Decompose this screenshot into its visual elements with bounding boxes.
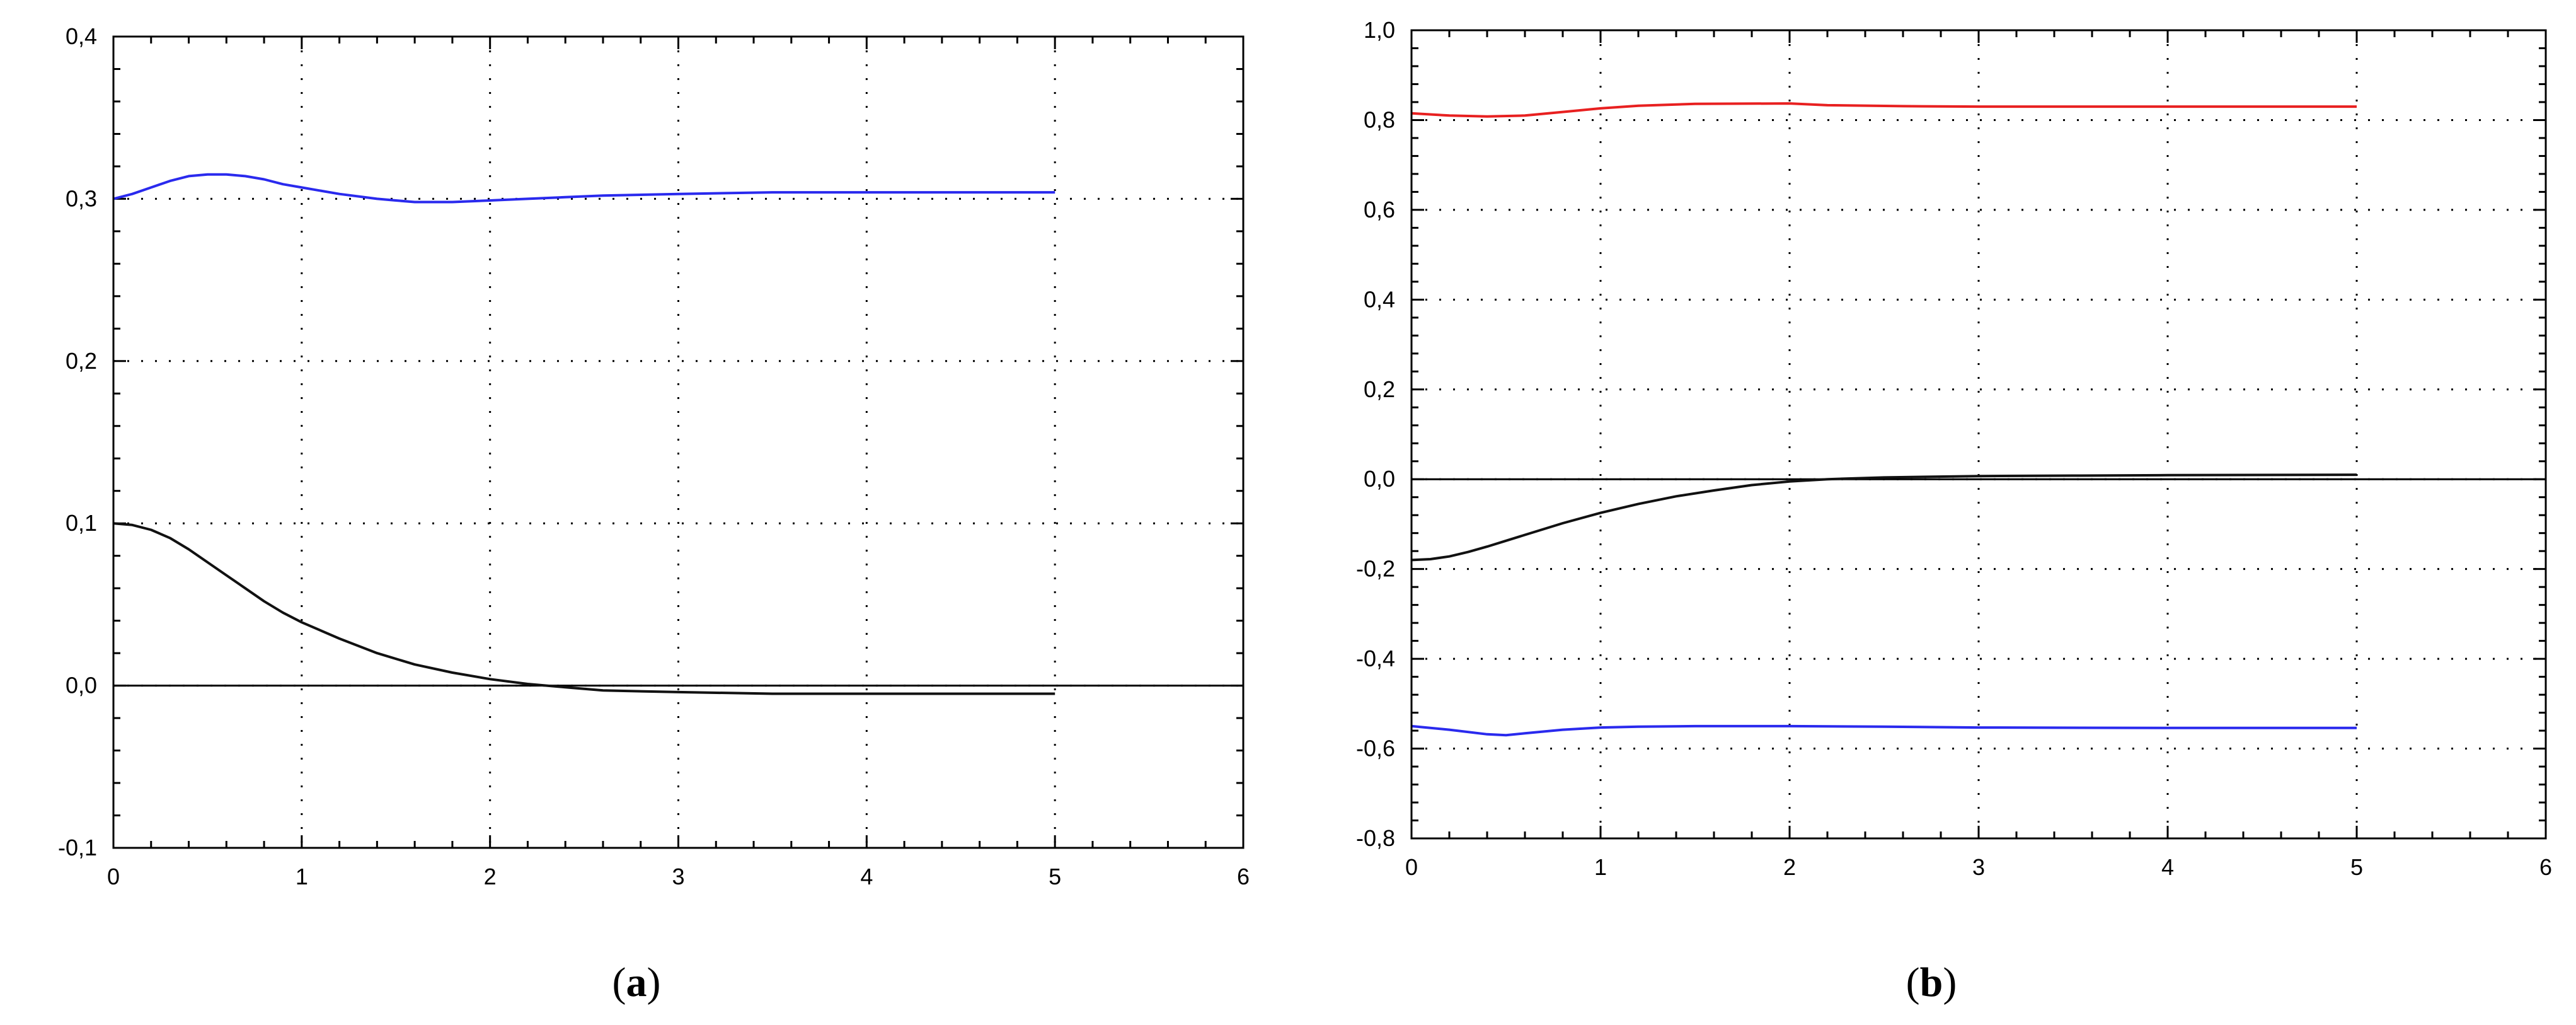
caption-a-letter: a xyxy=(626,959,647,1005)
x-tick-label: 2 xyxy=(1783,854,1796,880)
y-tick-label: -0,6 xyxy=(1356,736,1395,762)
caption-a: (a) xyxy=(612,959,661,1005)
y-tick-label: 0,3 xyxy=(66,185,97,211)
x-tick-labels-a: 0 1 2 3 4 5 6 xyxy=(107,864,1250,889)
y-tick-label: -0,1 xyxy=(58,835,97,860)
caption-a-open: ( xyxy=(612,959,626,1005)
x-tick-label: 4 xyxy=(860,864,873,889)
series-group-a xyxy=(113,173,1055,695)
y-tick-label: 1,0 xyxy=(1364,17,1395,43)
plot-frame-b xyxy=(1410,29,2547,840)
x-tick-label: 5 xyxy=(1049,864,1061,889)
caption-a-close: ) xyxy=(647,959,661,1005)
series-line-1 xyxy=(113,522,1055,695)
x-tick-label: 6 xyxy=(1237,864,1250,889)
caption-b-open: ( xyxy=(1906,959,1920,1005)
plot-frame-a xyxy=(112,35,1245,849)
y-tick-label: 0,1 xyxy=(66,510,97,536)
series-group-b xyxy=(1411,102,2357,737)
x-tick-label: 2 xyxy=(484,864,497,889)
x-tick-label: 4 xyxy=(2161,854,2174,880)
y-tick-label: 0,2 xyxy=(1364,376,1395,402)
caption-b: (b) xyxy=(1906,959,1957,1005)
x-tick-label: 6 xyxy=(2539,854,2552,880)
y-tick-label: -0,4 xyxy=(1356,646,1395,671)
y-tick-label: 0,0 xyxy=(66,673,97,698)
axis-ticks-a xyxy=(112,35,1245,849)
x-tick-label: 0 xyxy=(1405,854,1418,880)
series-line-0 xyxy=(113,173,1055,204)
y-tick-labels-a: -0,1 0,0 0,1 0,2 0,3 0,4 xyxy=(58,23,97,860)
series-line-2 xyxy=(1411,724,2357,737)
y-tick-label: 0,4 xyxy=(1364,286,1395,312)
y-tick-label: -0,8 xyxy=(1356,825,1395,851)
y-tick-label: 0,2 xyxy=(66,348,97,374)
y-tick-label: 0,6 xyxy=(1364,197,1395,223)
y-tick-label: -0,2 xyxy=(1356,556,1395,582)
grid-a xyxy=(113,37,1243,848)
chart-panel-a: 0 1 2 3 4 5 6 -0,1 0,0 0,1 0,2 0,3 0,4 (a) xyxy=(58,23,1250,1005)
y-tick-labels-b: -0,8 -0,6 -0,4 -0,2 0,0 0,2 0,4 0,6 0,8 1,0 xyxy=(1356,17,1395,851)
x-tick-label: 1 xyxy=(296,864,308,889)
caption-b-close: ) xyxy=(1943,959,1957,1005)
x-tick-label: 3 xyxy=(672,864,684,889)
x-tick-label: 1 xyxy=(1594,854,1607,880)
series-line-1 xyxy=(1411,473,2357,562)
caption-b-letter: b xyxy=(1920,959,1943,1005)
x-tick-labels-b: 0 1 2 3 4 5 6 xyxy=(1405,854,2552,880)
y-tick-label: 0,0 xyxy=(1364,466,1395,492)
y-tick-label: 0,8 xyxy=(1364,107,1395,132)
grid-b xyxy=(1412,30,2546,838)
y-tick-label: 0,4 xyxy=(66,23,97,49)
x-tick-label: 3 xyxy=(1972,854,1985,880)
chart-panel-b: 0 1 2 3 4 5 6 -0,8 -0,6 -0,4 -0,2 0,0 0,2 0,4 0,6 0,8 1… xyxy=(1356,17,2552,1005)
x-tick-label: 5 xyxy=(2350,854,2363,880)
series-line-0 xyxy=(1411,102,2357,118)
x-tick-label: 0 xyxy=(107,864,120,889)
